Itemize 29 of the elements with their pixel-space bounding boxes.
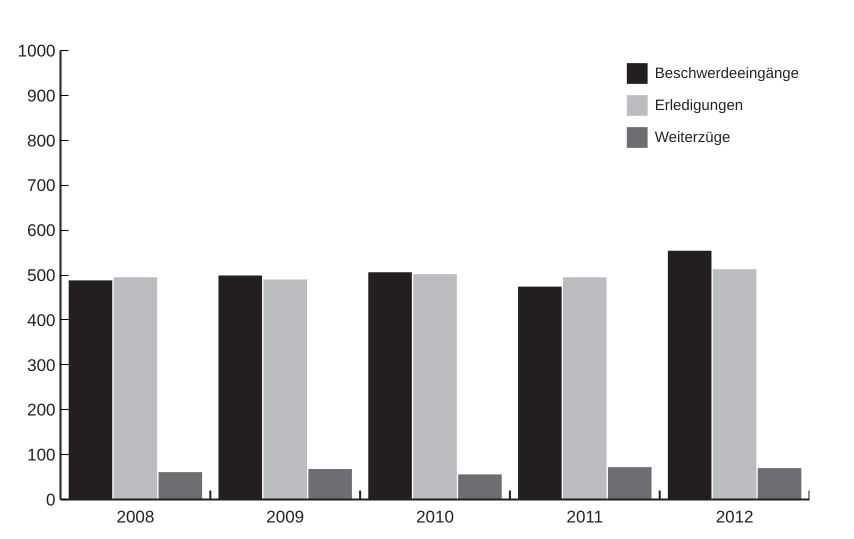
legend-label: Weiterzüge: [654, 128, 730, 146]
bar: [308, 468, 352, 500]
bar: [712, 269, 756, 500]
y-tick-label: 100: [27, 446, 56, 465]
y-tick-label: 400: [27, 310, 56, 330]
bar: [608, 467, 652, 500]
y-tick-label: 300: [27, 356, 56, 375]
y-tick-label: 700: [27, 176, 56, 196]
x-tick-label: 2011: [566, 508, 604, 526]
x-tick-label: 2010: [416, 508, 454, 526]
x-tick-label: 2012: [716, 508, 754, 526]
bar: [114, 277, 158, 500]
bar: [563, 277, 607, 500]
y-tick-label: 800: [27, 131, 56, 150]
bar: [263, 279, 307, 500]
bar: [758, 468, 802, 500]
y-tick-label: 900: [27, 86, 56, 106]
y-tick-label: 1000: [18, 42, 56, 60]
bar: [413, 274, 457, 500]
y-tick-label: 600: [27, 221, 56, 240]
x-tick-label: 2009: [266, 508, 304, 526]
y-tick-label: 500: [27, 266, 56, 285]
legend-label: Erledigungen: [654, 96, 744, 114]
bar: [458, 474, 502, 500]
bar: [158, 472, 202, 500]
legend-label: Beschwerdeeingänge: [654, 64, 799, 82]
y-tick-label: 200: [27, 400, 56, 420]
y-tick-label: 0: [46, 490, 56, 510]
x-tick-label: 2008: [116, 508, 154, 526]
